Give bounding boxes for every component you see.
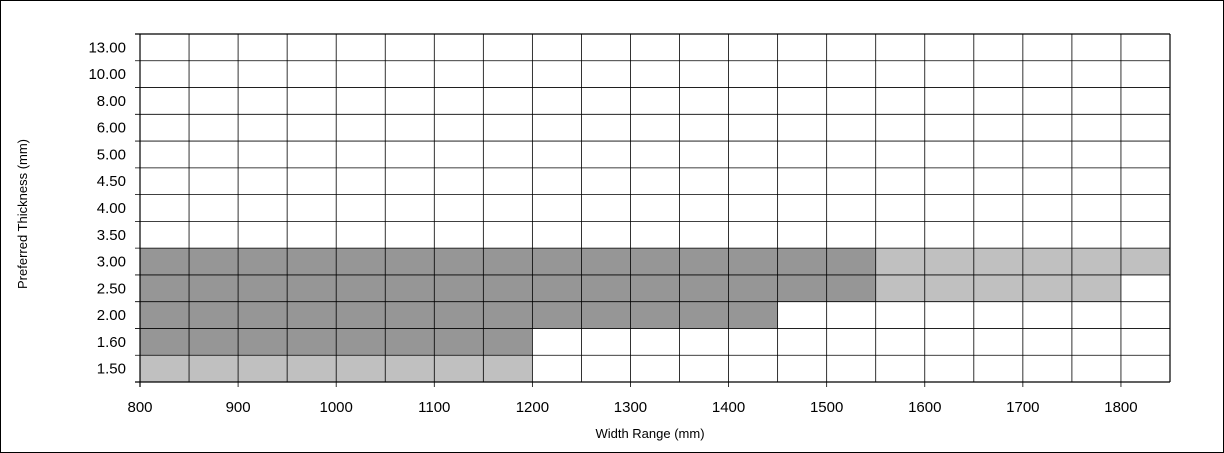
x-tick-label: 1400 <box>712 399 745 416</box>
x-tick-label: 1200 <box>516 399 549 416</box>
y-tick-labels: 1.50 1.60 2.00 2.50 3.00 3.50 4.00 4.50 5.00 6.00… <box>88 39 126 377</box>
y-tick-label: 10.00 <box>88 66 126 83</box>
y-axis-title: Preferred Thickness (mm) <box>15 139 30 289</box>
x-tick-label: 800 <box>127 399 152 416</box>
x-tick-label: 900 <box>226 399 251 416</box>
x-tick-label: 1000 <box>320 399 353 416</box>
y-tick-label: 1.60 <box>97 334 126 351</box>
y-tick-label: 2.00 <box>97 307 126 324</box>
x-tick-label: 1700 <box>1006 399 1039 416</box>
y-tick-label: 5.00 <box>97 146 126 163</box>
shaded-regions <box>140 248 1170 382</box>
y-tick-label: 4.00 <box>97 200 126 217</box>
y-tick-label: 13.00 <box>88 39 126 56</box>
x-tick-labels: 800 900 1000 1100 1200 1300 1400 1500 1600 1700 18… <box>127 399 1137 416</box>
x-tick-label: 1300 <box>614 399 647 416</box>
grid-lines <box>135 33 1171 387</box>
region-dark-3.00-800-1550 <box>140 248 876 275</box>
x-tick-label: 1800 <box>1104 399 1137 416</box>
x-axis-title: Width Range (mm) <box>595 426 704 441</box>
y-tick-label: 8.00 <box>97 93 126 110</box>
region-light-2.50-1550-1800 <box>875 274 1121 302</box>
x-tick-label: 1600 <box>908 399 941 416</box>
y-tick-label: 3.50 <box>97 227 126 244</box>
y-tick-label: 1.50 <box>97 361 126 378</box>
x-tick-label: 1100 <box>418 399 450 416</box>
y-tick-label: 2.50 <box>97 280 126 297</box>
region-dark-2.00-800-1450 <box>140 301 778 329</box>
x-tick-label: 1500 <box>810 399 843 416</box>
y-tick-label: 3.00 <box>97 254 126 271</box>
y-tick-label: 4.50 <box>97 173 126 190</box>
region-dark-2.50-800-1550 <box>140 274 876 302</box>
y-tick-label: 6.00 <box>97 120 126 137</box>
